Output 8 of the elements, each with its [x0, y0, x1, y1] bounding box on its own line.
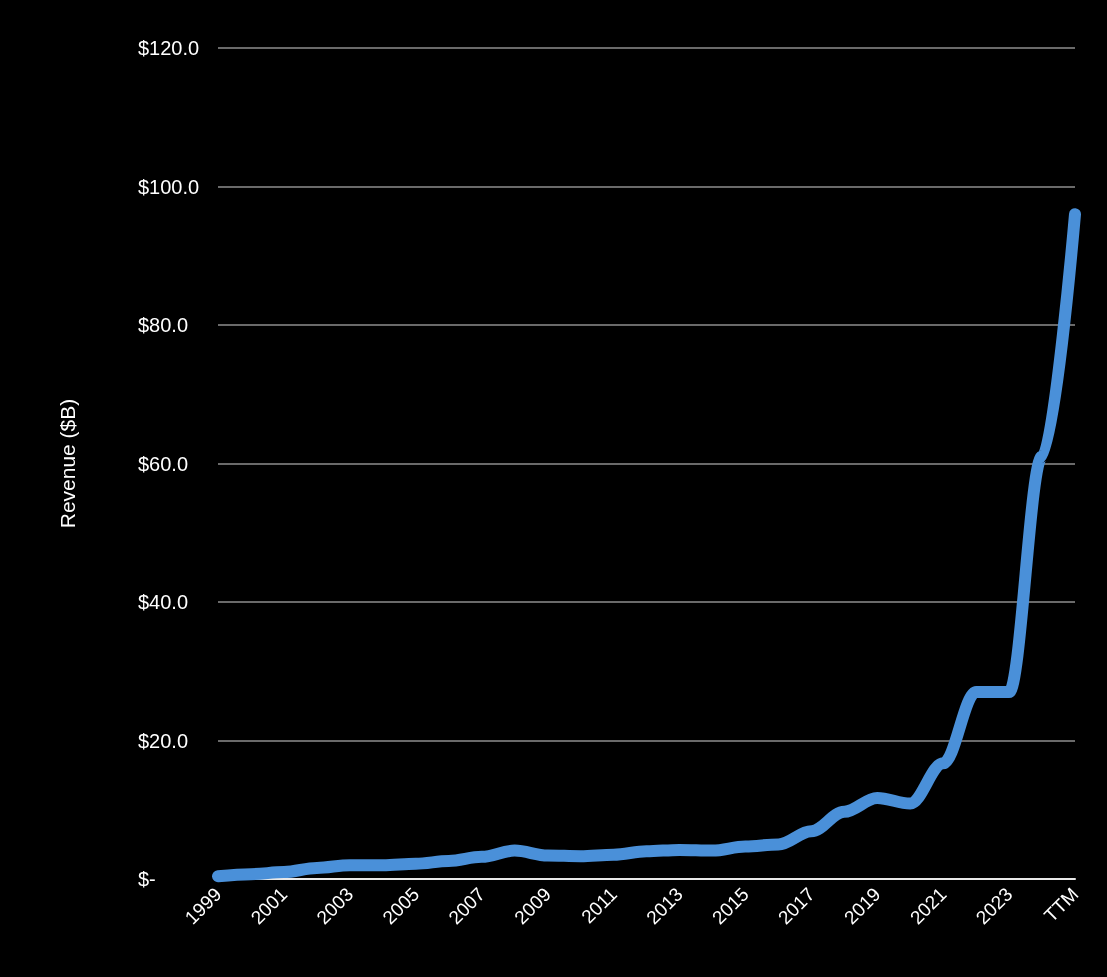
y-tick-label: $60.0: [138, 452, 189, 475]
y-tick-label: $100.0: [138, 175, 200, 198]
y-tick-label: $-: [138, 868, 156, 890]
y-axis-title: Revenue ($B): [56, 398, 79, 529]
y-tick-label: $120.0: [138, 37, 200, 59]
y-tick-label: $80.0: [138, 314, 189, 336]
y-tick-label: $20.0: [138, 729, 189, 752]
y-tick-label: $40.0: [138, 591, 189, 613]
